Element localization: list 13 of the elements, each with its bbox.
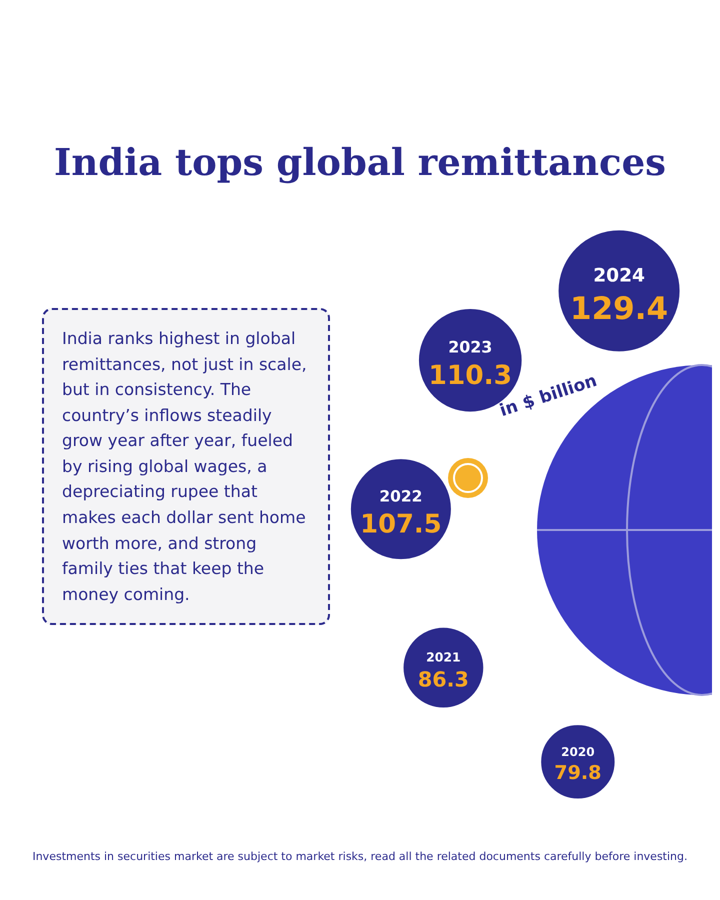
category-label: 2021	[426, 649, 461, 664]
text: India ranks highest in global remittances, not just in scale, but in consistency. The country’s inflows steadily grow year after year, fueled by rising global wages, a depreciating rupee that makes each dollar sent home worth more, and strong family ties that keep the money coming.	[62, 329, 307, 604]
data-label: 79.8	[554, 761, 602, 784]
data-label: 129.4	[570, 290, 668, 327]
text: India tops global remittances	[53, 140, 667, 184]
category-label: 2020	[561, 745, 595, 760]
category-label: 2023	[448, 337, 492, 356]
data-label: 86.3	[418, 667, 469, 692]
category-label: 2024	[593, 266, 646, 287]
category-label: 2022	[379, 487, 422, 506]
data-label: 107.5	[360, 509, 442, 540]
text: Investments in securities market are subject to market risks, read all the related documents carefully before investing.	[31, 850, 689, 863]
data-label: 110.3	[428, 360, 512, 392]
